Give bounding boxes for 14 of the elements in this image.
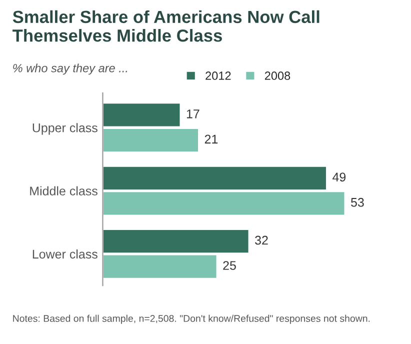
- data-label: 21: [204, 134, 218, 144]
- y-tick-label: Upper class: [32, 123, 98, 135]
- data-label: 25: [223, 261, 236, 270]
- data-label: 17: [186, 110, 200, 118]
- data-label: 53: [351, 198, 364, 207]
- chart-title: Smaller Share of Americans Now Call Themselves Middle Class: [12, 10, 320, 42]
- chart-subtitle: % who say they are ...: [13, 64, 128, 75]
- data-label: 32: [255, 236, 268, 245]
- legend-label: 2008: [264, 72, 290, 80]
- legend-label: 2012: [206, 72, 231, 80]
- data-label: 49: [332, 172, 346, 182]
- y-tick-label: Lower class: [32, 249, 98, 259]
- text: Notes: Based on full sample, n=2,508. "Don't know/Refused" responses not shown.: [13, 314, 370, 324]
- y-tick-label: Middle class: [30, 186, 98, 196]
